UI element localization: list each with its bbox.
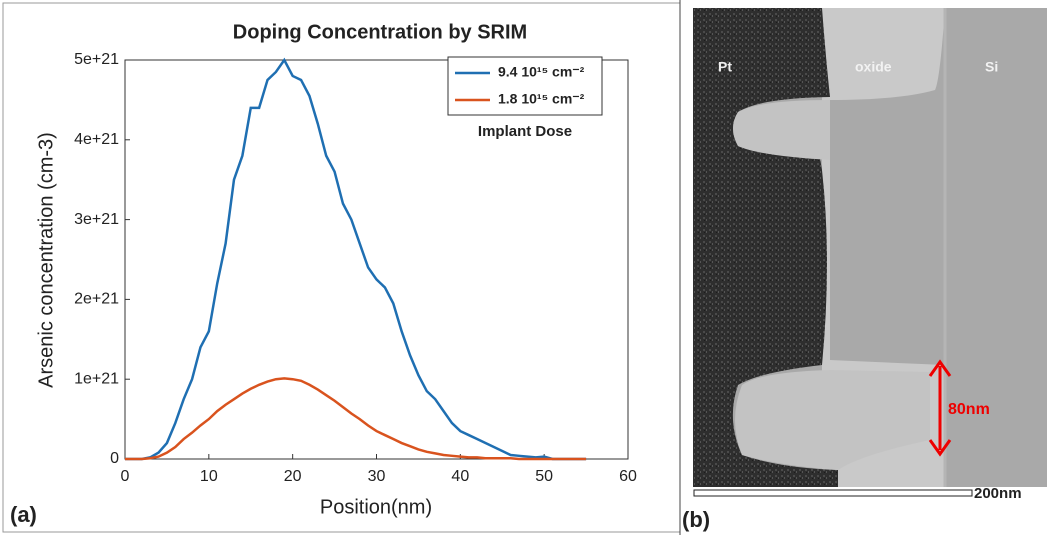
pt-region: [693, 8, 838, 487]
oxide-protrusion: [735, 370, 930, 470]
y-axis-label: Arsenic concentration (cm-3): [35, 132, 57, 388]
x-tick-label: 50: [535, 468, 553, 485]
x-tick-label: 20: [284, 468, 302, 485]
oxide-protrusion: [733, 100, 830, 160]
chart: Doping Concentration by SRIM Position(nm…: [35, 21, 637, 518]
y-tick-label: 3e+21: [74, 211, 119, 228]
scale-bar: [693, 489, 973, 497]
x-tick-label: 40: [451, 468, 469, 485]
y-tick-label: 5e+21: [74, 51, 119, 68]
legend-label: 9.4 10¹⁵ cm⁻²: [498, 64, 585, 80]
axes-frame: [124, 59, 629, 460]
micrograph: Pt oxide Si 80nm 200nm: [693, 8, 1047, 502]
chart-title: Doping Concentration by SRIM: [233, 21, 527, 43]
legend-label: 1.8 10¹⁵ cm⁻²: [498, 91, 585, 107]
legend-title: Implant Dose: [478, 123, 572, 140]
x-tick-label: 10: [200, 468, 218, 485]
x-tick-label: 60: [619, 468, 637, 485]
y-tick-label: 0: [110, 450, 119, 467]
panel-label: (a): [10, 502, 37, 527]
x-axis-label: Position(nm): [320, 496, 432, 518]
dimension-label: 80nm: [948, 401, 990, 418]
region-label: Pt: [718, 59, 732, 75]
panel-label: (b): [682, 507, 710, 532]
data-line: [125, 57, 587, 461]
y-tick-label: 1e+21: [74, 370, 119, 387]
region-label: oxide: [855, 59, 892, 75]
y-tick-label: 2e+21: [74, 291, 119, 308]
data-line: [125, 377, 587, 461]
legend-box: [447, 56, 603, 116]
x-tick-label: 0: [121, 468, 130, 485]
arrow-heads: [928, 359, 952, 457]
x-tick-label: 30: [368, 468, 386, 485]
oxide-region: [822, 8, 945, 487]
y-tick-label: 4e+21: [74, 131, 119, 148]
scale-bar-label: 200nm: [974, 485, 1022, 502]
region-label: Si: [985, 59, 998, 75]
